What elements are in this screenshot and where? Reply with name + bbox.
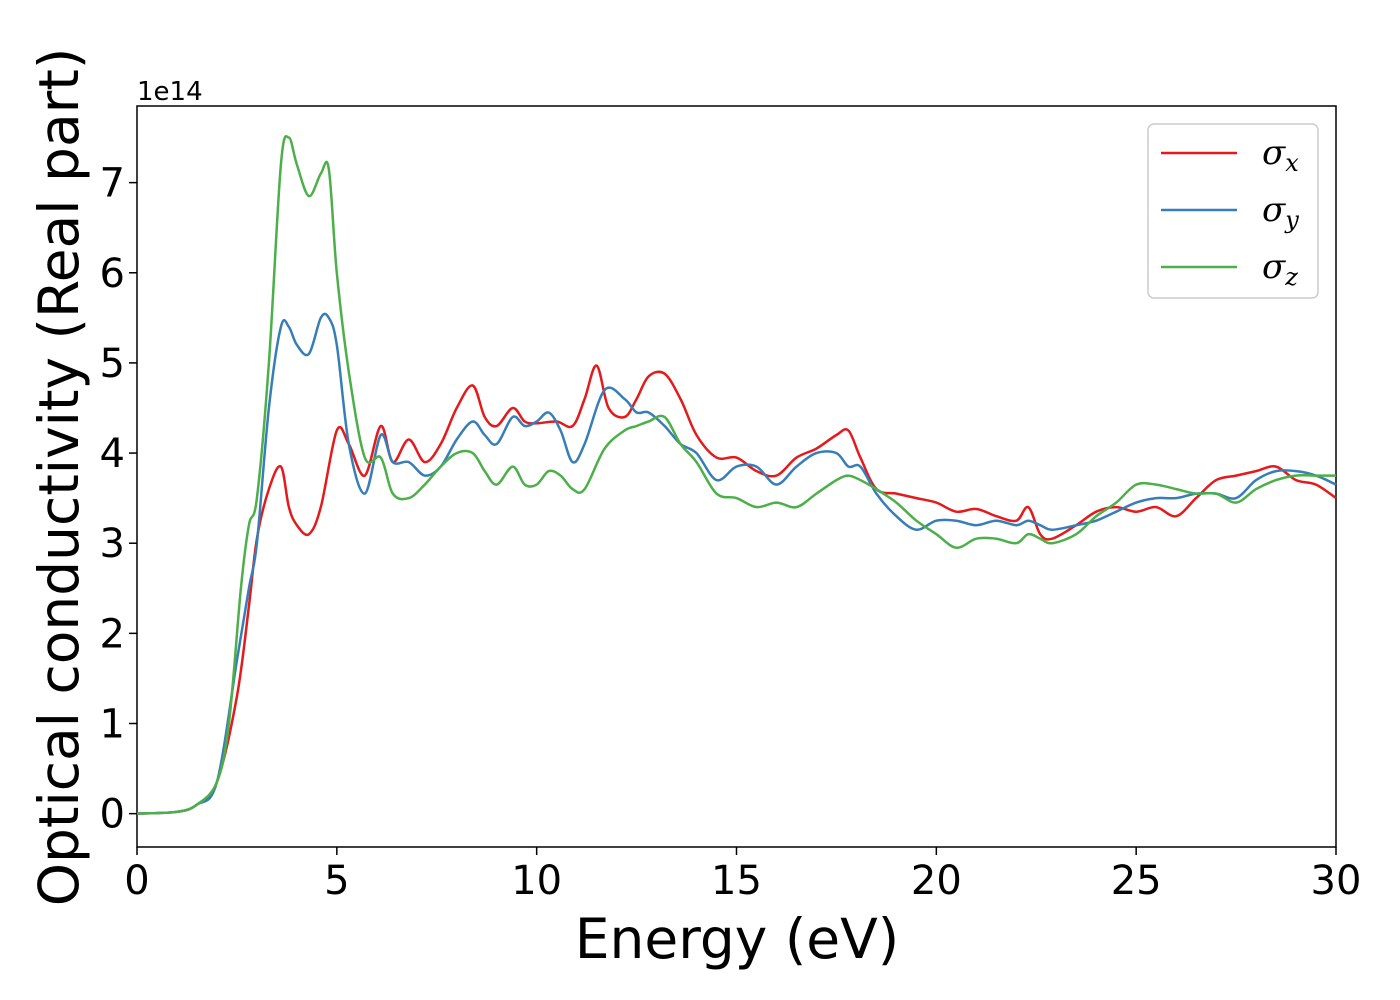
y-axis: 0 1 2 3 4 5 6 7 [100,161,137,838]
x-tick-label: 10 [511,858,562,904]
y-tick-label: 1 [100,702,125,748]
x-tick-label: 15 [711,858,762,904]
series-lines [136,134,1337,815]
y-tick-label: 0 [100,792,125,838]
x-axis: 0 5 10 15 20 25 30 [124,847,1361,904]
y-axis-title: Optical conductivity (Real part) [27,48,91,907]
series-line-x [136,364,1337,815]
x-tick-label: 5 [324,858,349,904]
y-tick-label: 3 [100,521,125,567]
y-tick-label: 7 [100,161,125,207]
series-line-y [136,312,1337,815]
legend: σx σy σz [1147,123,1319,299]
y-tick-label: 6 [100,251,125,297]
legend-label-x: σx [1262,133,1299,177]
legend-label-y: σy [1262,190,1299,234]
y-tick-label: 4 [100,431,125,477]
x-axis-title: Energy (eV) [575,907,899,971]
x-tick-label: 0 [124,858,149,904]
series-line-z [136,134,1336,815]
x-tick-label: 30 [1311,858,1362,904]
x-tick-label: 25 [1111,858,1162,904]
x-tick-label: 20 [911,858,962,904]
y-axis-offset-label: 1e14 [137,77,203,107]
legend-label-z: σz [1262,247,1298,291]
y-tick-label: 5 [100,341,125,387]
y-tick-label: 2 [100,611,125,657]
